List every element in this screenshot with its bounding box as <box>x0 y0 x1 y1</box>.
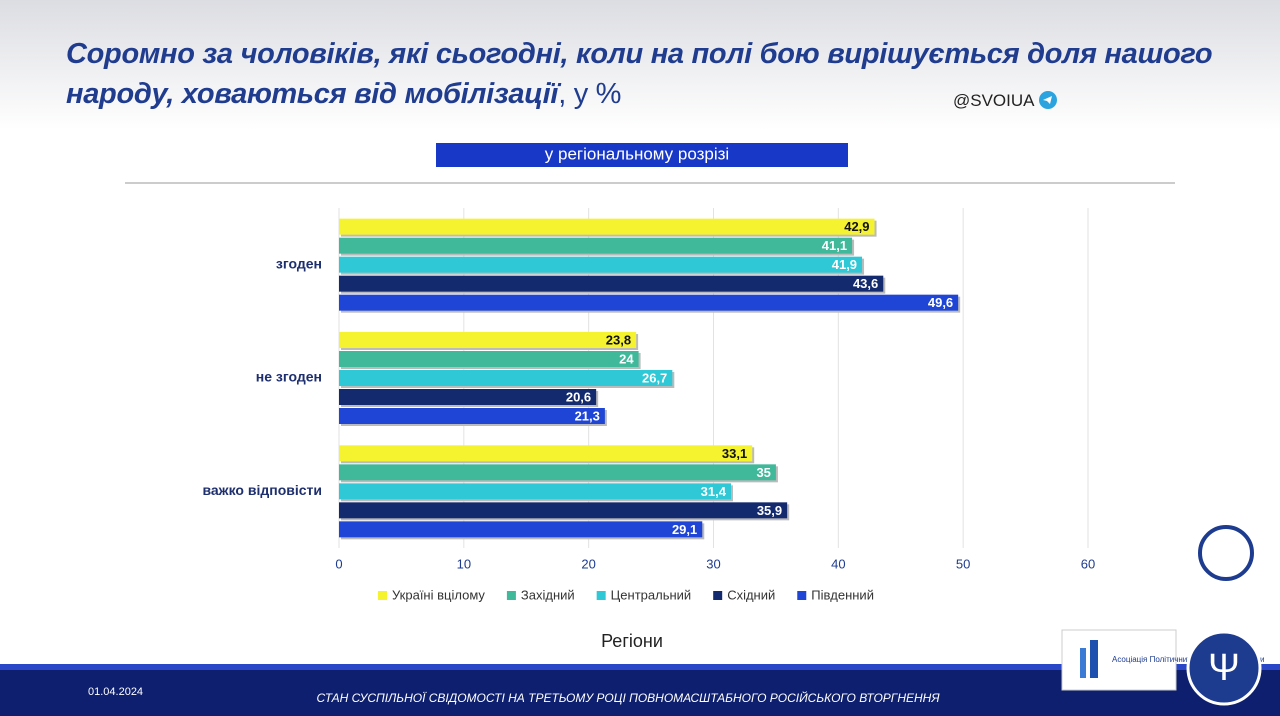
bar <box>339 370 673 386</box>
value-label: 29,1 <box>672 522 697 537</box>
emblem <box>1186 630 1262 706</box>
x-tick-label: 50 <box>956 556 970 571</box>
watermark: @SVOIUA <box>953 90 1058 111</box>
value-label: 31,4 <box>701 484 727 499</box>
x-tick-label: 40 <box>831 556 845 571</box>
emblem-glyph: Ψ <box>1208 647 1240 689</box>
title-unit: , у % <box>558 78 622 110</box>
value-label: 49,6 <box>928 295 953 310</box>
x-tick-label: 0 <box>335 556 342 571</box>
value-label: 23,8 <box>606 332 631 347</box>
value-label: 42,9 <box>844 219 869 234</box>
value-label: 41,9 <box>832 257 857 272</box>
legend-label: Південний <box>811 587 874 602</box>
bar <box>339 464 776 481</box>
x-tick-label: 30 <box>706 556 720 571</box>
legend-swatch <box>797 591 807 600</box>
x-tick-label: 60 <box>1081 556 1095 571</box>
legend-label: Західний <box>521 587 575 602</box>
category-label: згоден <box>276 255 322 271</box>
logo-shape <box>1090 640 1098 678</box>
bar <box>339 275 884 292</box>
footer-text: СТАН СУСПІЛЬНОЇ СВІДОМОСТІ НА ТРЕТЬОМУ Р… <box>316 689 940 705</box>
bar <box>339 483 731 500</box>
bar <box>339 502 788 519</box>
legend-swatch <box>713 591 723 600</box>
emblem <box>1198 525 1254 581</box>
legend-swatch <box>596 591 606 600</box>
value-label: 35,9 <box>757 503 782 518</box>
watermark-text: @SVOIUA <box>953 91 1034 110</box>
bar <box>339 408 605 424</box>
legend-label: Центральний <box>611 587 692 602</box>
value-label: 43,6 <box>853 276 878 291</box>
bar <box>339 256 863 273</box>
bar <box>339 389 597 405</box>
bar <box>339 294 959 311</box>
subtitle: у регіональному розрізі <box>545 144 729 163</box>
bar <box>339 445 753 462</box>
x-tick-label: 20 <box>581 556 595 571</box>
bar <box>339 521 703 538</box>
legend-label: Україні вцілому <box>392 587 485 602</box>
bar <box>339 332 637 348</box>
x-tick-label: 10 <box>457 556 471 571</box>
legend-label: Східний <box>727 587 775 602</box>
telegram-icon <box>1039 91 1058 109</box>
title-block: Соромно за чоловіків, які сьогодні, коли… <box>66 34 1256 114</box>
legend: Україні вцілому Західний Центральний Східни… <box>378 587 874 602</box>
footer-date: 01.04.2024 <box>88 686 143 698</box>
value-label: 33,1 <box>722 446 747 461</box>
legend-swatch <box>506 591 516 600</box>
bar <box>339 237 853 254</box>
subtitle-box <box>436 143 848 167</box>
x-axis-label: Регіони <box>601 631 663 651</box>
logo-shape <box>1080 648 1086 678</box>
value-label: 35 <box>756 465 770 480</box>
footer-stripe <box>0 664 1280 670</box>
chart-title: Соромно за чоловіків, які сьогодні, коли… <box>66 38 1213 110</box>
value-label: 20,6 <box>566 389 591 404</box>
value-label: 41,1 <box>822 238 847 253</box>
category-label: важко відповісти <box>202 482 322 498</box>
category-label: не згоден <box>256 369 322 385</box>
legend-swatch <box>378 591 387 600</box>
bar <box>339 351 639 367</box>
value-label: 21,3 <box>575 408 600 423</box>
bar <box>339 218 875 235</box>
value-label: 24 <box>619 351 634 366</box>
value-label: 26,7 <box>642 370 667 385</box>
